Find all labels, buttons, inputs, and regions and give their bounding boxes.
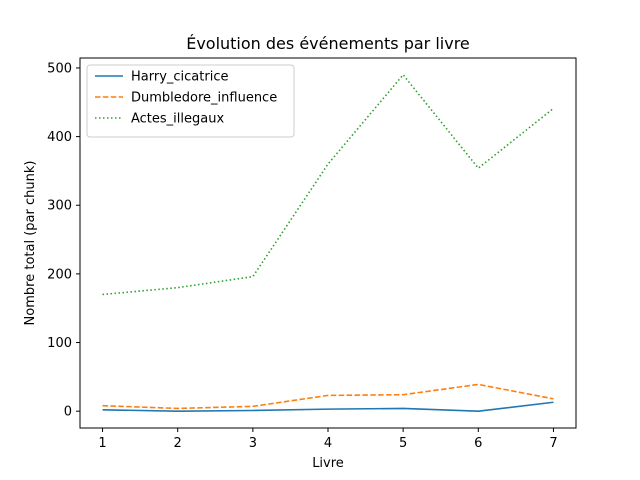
x-tick-label: 4 — [324, 436, 332, 451]
x-tick-label: 6 — [474, 436, 482, 451]
x-axis: 1 2 3 4 5 6 7 — [98, 428, 558, 451]
y-tick-label: 100 — [47, 336, 72, 351]
y-tick-label: 300 — [47, 199, 72, 214]
legend: Harry_cicatrice Dumbledore_influence Actes… — [86, 64, 295, 138]
y-tick-label: 500 — [47, 61, 72, 76]
x-axis-label: Livre — [312, 456, 344, 471]
x-tick-label: 5 — [399, 436, 407, 451]
plot-area — [102, 74, 554, 412]
legend-box — [86, 64, 295, 138]
y-tick-label: 0 — [64, 405, 72, 420]
x-tick-label: 7 — [549, 436, 557, 451]
legend-label: Dumbledore_influence — [131, 91, 277, 106]
x-tick-label: 3 — [249, 436, 257, 451]
legend-label: Actes_illegaux — [131, 112, 224, 127]
y-axis-label: Nombre total (par chunk) — [23, 161, 38, 326]
y-axis: 0 100 200 300 400 500 — [47, 61, 80, 420]
chart-title: Évolution des événements par livre — [186, 34, 470, 53]
x-tick-label: 2 — [174, 436, 182, 451]
series-line-harry-cicatrice — [102, 401, 554, 412]
y-tick-label: 400 — [47, 130, 72, 145]
x-tick-label: 1 — [98, 436, 106, 451]
y-tick-label: 200 — [47, 267, 72, 282]
series-line-dumbledore-influence — [102, 383, 554, 410]
legend-label: Harry_cicatrice — [131, 70, 228, 85]
